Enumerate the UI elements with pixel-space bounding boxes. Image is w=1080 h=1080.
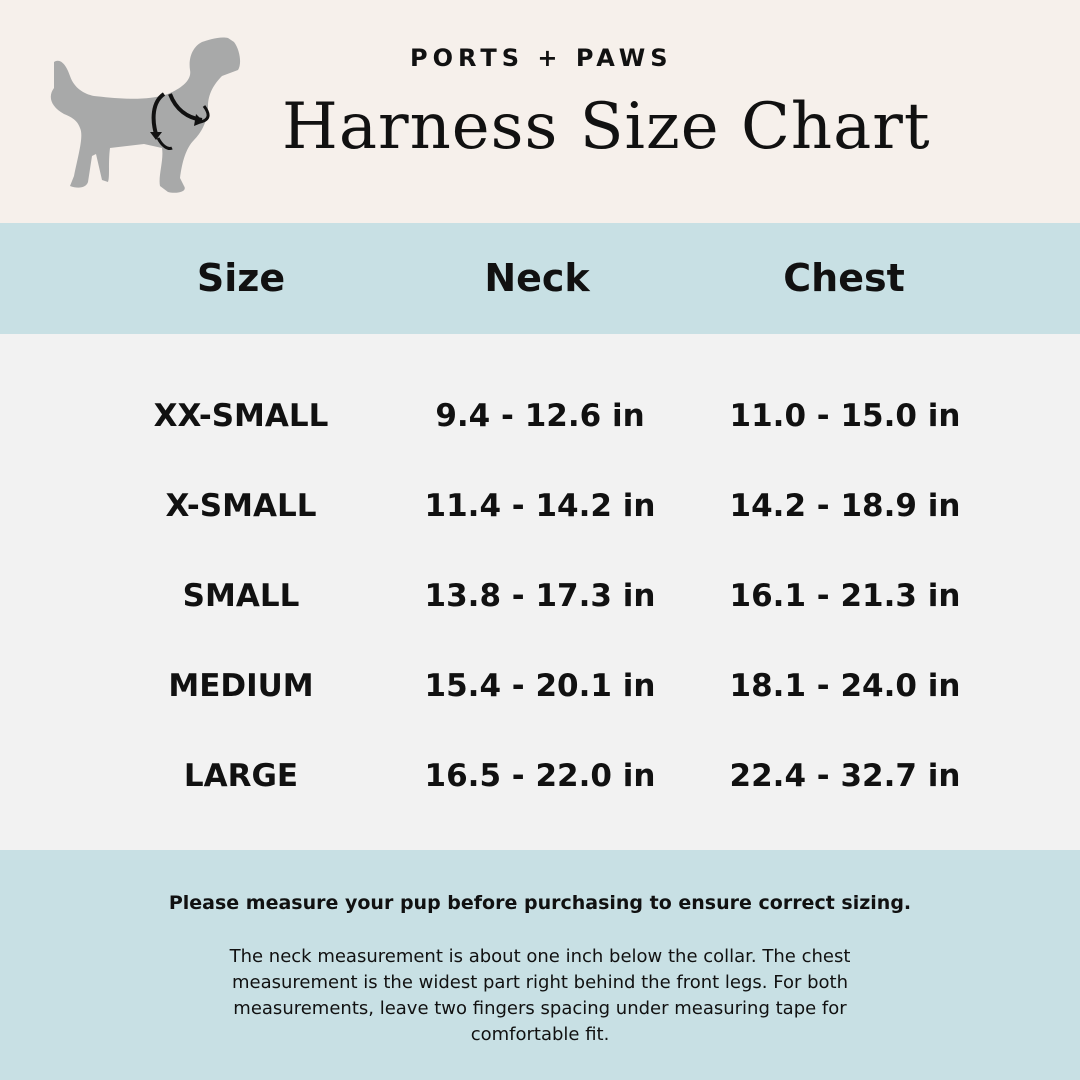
footer: Please measure your pup before purchasin…: [0, 850, 1080, 1080]
size-table: XX-SMALL 9.4 - 12.6 in 11.0 - 15.0 in X-…: [0, 334, 1080, 850]
neck-cell: 11.4 - 14.2 in: [424, 488, 656, 524]
table-row: XX-SMALL 9.4 - 12.6 in 11.0 - 15.0 in: [0, 386, 1080, 446]
size-cell: X-SMALL: [165, 488, 317, 524]
neck-cell: 9.4 - 12.6 in: [435, 398, 645, 434]
chest-cell: 16.1 - 21.3 in: [729, 578, 961, 614]
chest-cell: 18.1 - 24.0 in: [729, 668, 961, 704]
measure-instructions: The neck measurement is about one inch b…: [229, 946, 851, 1045]
size-cell: SMALL: [182, 578, 300, 614]
table-row: X-SMALL 11.4 - 14.2 in 14.2 - 18.9 in: [0, 476, 1080, 536]
table-row: MEDIUM 15.4 - 20.1 in 18.1 - 24.0 in: [0, 656, 1080, 716]
size-cell: XX-SMALL: [153, 398, 329, 434]
neck-cell: 16.5 - 22.0 in: [424, 758, 656, 794]
header: PORTS + PAWS Harness Size Chart: [0, 0, 1080, 223]
size-cell: MEDIUM: [168, 668, 314, 704]
size-cell: LARGE: [183, 758, 299, 794]
dog-harness-icon: [50, 37, 241, 193]
chest-cell: 11.0 - 15.0 in: [729, 398, 961, 434]
column-header-chest: Chest: [783, 256, 905, 300]
brand-name: PORTS + PAWS: [410, 44, 673, 72]
chest-cell: 22.4 - 32.7 in: [729, 758, 961, 794]
neck-cell: 13.8 - 17.3 in: [424, 578, 656, 614]
measure-headline: Please measure your pup before purchasin…: [168, 892, 912, 914]
table-row: LARGE 16.5 - 22.0 in 22.4 - 32.7 in: [0, 746, 1080, 806]
chest-cell: 14.2 - 18.9 in: [729, 488, 961, 524]
neck-cell: 15.4 - 20.1 in: [424, 668, 656, 704]
table-header: Size Neck Chest: [0, 223, 1080, 334]
table-row: SMALL 13.8 - 17.3 in 16.1 - 21.3 in: [0, 566, 1080, 626]
column-header-neck: Neck: [484, 256, 590, 300]
page-title: Harness Size Chart: [282, 90, 931, 164]
column-header-size: Size: [196, 256, 286, 300]
